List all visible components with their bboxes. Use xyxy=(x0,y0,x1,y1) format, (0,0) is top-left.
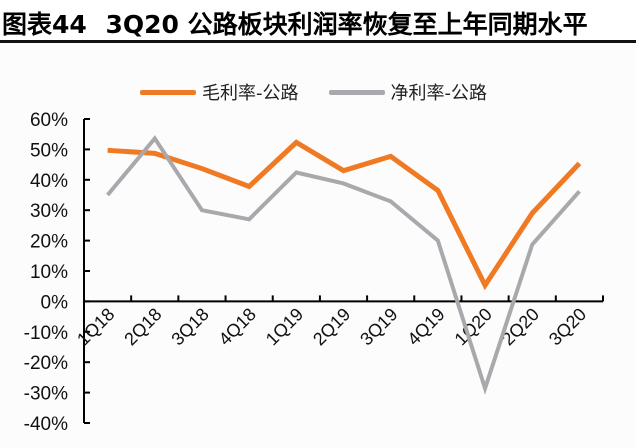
legend-item-net-margin: 净利率-公路 xyxy=(328,79,488,105)
y-tick-label: -30% xyxy=(24,384,68,405)
x-tick-label: 2Q19 xyxy=(309,304,354,349)
legend-label-net: 净利率-公路 xyxy=(390,83,488,104)
legend-item-gross-margin: 毛利率-公路 xyxy=(140,79,299,105)
x-tick-label: 3Q19 xyxy=(356,304,401,349)
legend-swatch-net xyxy=(328,89,385,95)
x-tick-label: 4Q18 xyxy=(215,304,260,349)
figure-label: 图表44 xyxy=(2,10,87,39)
x-tick-label: 1Q20 xyxy=(451,304,496,349)
y-tick-label: 30% xyxy=(30,201,68,222)
x-tick-label: 1Q18 xyxy=(73,304,118,349)
legend-label-gross: 毛利率-公路 xyxy=(202,83,299,104)
x-tick-label: 1Q19 xyxy=(262,304,307,349)
title-bar: 图表44 3Q20 公路板块利润率恢复至上年同期水平 xyxy=(0,0,636,43)
x-tick-label: 2Q18 xyxy=(120,304,165,349)
x-tick-label: 3Q20 xyxy=(545,304,590,349)
x-tick-label: 4Q19 xyxy=(403,304,448,349)
legend-swatch-gross xyxy=(140,89,196,95)
y-tick-label: 10% xyxy=(30,262,68,283)
net-margin-line xyxy=(106,135,581,395)
gross-margin-line xyxy=(107,139,582,291)
legend: 毛利率-公路 净利率-公路 xyxy=(140,80,517,104)
figure-title: 3Q20 公路板块利润率恢复至上年同期水平 xyxy=(105,10,588,39)
y-tick-label: -10% xyxy=(24,323,68,344)
y-tick-label: 40% xyxy=(30,171,68,192)
y-tick-label: -20% xyxy=(24,353,68,374)
y-tick-label: 50% xyxy=(30,140,68,161)
y-tick-label: 20% xyxy=(30,232,68,253)
y-tick-label: -40% xyxy=(24,414,68,435)
y-tick-label: 60% xyxy=(30,110,68,131)
chart-title: 图表44 3Q20 公路板块利润率恢复至上年同期水平 xyxy=(2,5,588,41)
x-tick-label: 3Q18 xyxy=(167,304,212,349)
y-tick-label: 0% xyxy=(41,292,69,313)
